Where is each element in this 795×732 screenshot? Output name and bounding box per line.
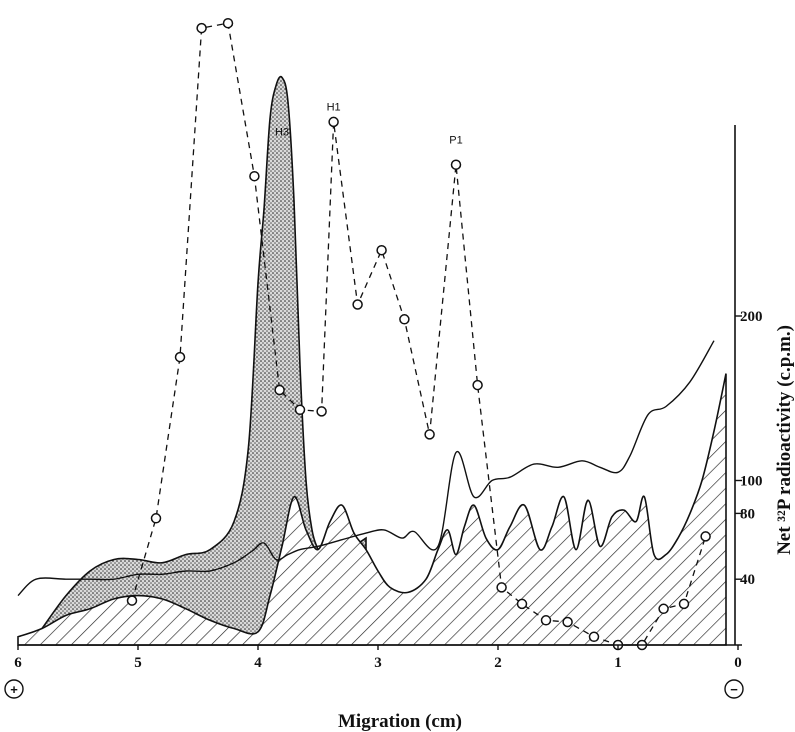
data-point-circle (450, 159, 462, 170)
data-point-circle (222, 17, 234, 29)
area-layer (17, 75, 727, 646)
data-point-circle (249, 170, 260, 182)
y-tick-label: 100 (740, 474, 763, 490)
data-point-circle (328, 116, 339, 128)
plus-electrode-icon-symbol: + (10, 682, 18, 697)
x-tick-label: 2 (494, 655, 502, 671)
y-axis-title: Net ³²P radioactivity (c.p.m.) (774, 325, 795, 555)
data-point-circle (150, 513, 162, 524)
minus-electrode-icon-symbol: − (730, 682, 738, 697)
data-point-circle (174, 351, 186, 363)
data-point-circle (588, 631, 600, 643)
data-point-circle (196, 22, 207, 34)
minus-electrode-icon-ring (724, 679, 744, 699)
plus-electrode-icon: + (4, 679, 24, 699)
x-axis-title: Migration (cm) (338, 711, 462, 732)
minus-electrode-icon: − (724, 679, 744, 699)
x-tick-label: 3 (374, 655, 382, 671)
data-point-circle (540, 615, 552, 626)
label-layer: 6 5 4 3 2 1 0 40 80 100 200 + − H3 H1 P1 Migration (cm) N… (4, 102, 795, 732)
peak-label-h3: H3 (275, 126, 289, 138)
y-tick-label: 40 (740, 572, 755, 588)
data-point-circle (678, 598, 690, 610)
data-point-circle (516, 598, 528, 610)
peak-label-h1: H1 (327, 102, 341, 114)
plus-electrode-icon-ring (4, 679, 24, 699)
x-tick-label: 4 (254, 655, 262, 671)
x-tick-label: 6 (14, 655, 22, 671)
peak-label-p1: P1 (449, 135, 462, 147)
data-point-circle (376, 244, 387, 256)
data-point-circle (658, 603, 669, 615)
data-point-circle (700, 531, 711, 542)
data-point-circle (472, 379, 483, 391)
data-point-circle (294, 404, 306, 416)
solid-line-series (17, 340, 715, 597)
x-tick-label: 5 (134, 655, 142, 671)
data-point-circle (496, 582, 507, 593)
data-point-circle (352, 299, 363, 310)
axes-layer (17, 125, 742, 650)
data-point-circle (316, 406, 327, 417)
data-point-circle (274, 384, 285, 396)
hatched-area-series (17, 373, 727, 646)
data-point-circle (424, 429, 435, 440)
data-point-circle (126, 595, 138, 606)
line-layer (17, 17, 715, 651)
data-point-circle (562, 616, 573, 628)
x-tick-label: 0 (734, 655, 742, 671)
y-tick-label: 80 (740, 506, 755, 522)
data-point-circle (399, 314, 410, 325)
y-tick-label: 200 (740, 309, 763, 325)
x-tick-label: 1 (614, 655, 622, 671)
